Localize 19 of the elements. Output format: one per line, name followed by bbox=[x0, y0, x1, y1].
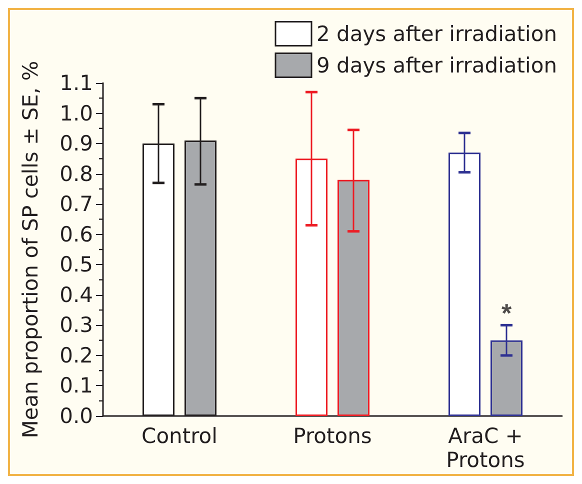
y-tick-label: 0.0 bbox=[60, 404, 93, 428]
y-tick-label: 0.4 bbox=[60, 282, 93, 307]
y-tick-label: 1.1 bbox=[60, 71, 93, 95]
y-axis-title: Mean proportion of SP cells ± SE, % bbox=[18, 60, 42, 438]
legend-label: 2 days after irradiation bbox=[316, 22, 558, 46]
y-tick-label: 1.0 bbox=[60, 101, 93, 126]
y-tick-label: 0.3 bbox=[60, 313, 93, 338]
x-tick-label: Control bbox=[142, 424, 218, 448]
y-tick-label: 0.9 bbox=[60, 132, 93, 156]
legend-label: 9 days after irradiation bbox=[316, 53, 558, 78]
y-tick-label: 0.2 bbox=[60, 343, 93, 368]
y-tick-label: 0.7 bbox=[60, 192, 93, 216]
y-tick-label: 0.5 bbox=[60, 252, 93, 277]
x-tick-label: Protons bbox=[293, 424, 372, 448]
x-tick-label: AraC + Protons bbox=[446, 424, 525, 472]
y-tick-label: 0.6 bbox=[60, 222, 93, 246]
y-tick-label: 0.8 bbox=[60, 162, 93, 186]
annotation: * bbox=[501, 298, 512, 328]
y-tick-label: 0.1 bbox=[60, 374, 93, 398]
